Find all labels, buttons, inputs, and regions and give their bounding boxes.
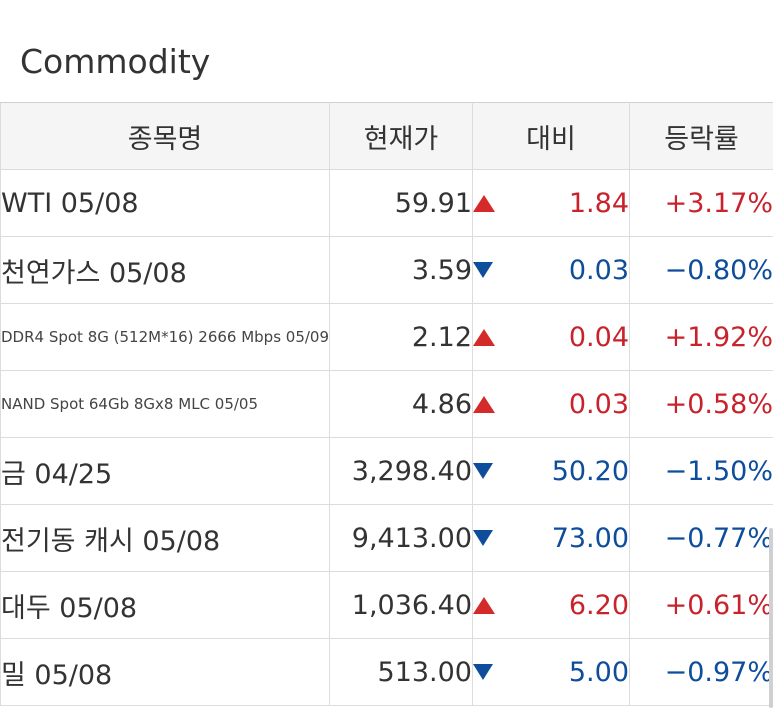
- table-row[interactable]: 밀 05/08 513.00 5.00 −0.97%: [0, 638, 773, 706]
- price-change-value: 0.04: [568, 321, 629, 353]
- price-change-value: 1.84: [568, 187, 629, 219]
- current-price: 513.00: [329, 638, 473, 706]
- triangle-up-icon: [473, 194, 495, 212]
- price-change: 6.20: [472, 571, 630, 639]
- change-rate: +3.17%: [629, 169, 773, 237]
- triangle-up-icon: [473, 596, 495, 614]
- commodity-name[interactable]: 밀 05/08: [0, 638, 330, 706]
- commodity-name[interactable]: 전기동 캐시 05/08: [0, 504, 330, 572]
- triangle-down-icon: [473, 664, 493, 680]
- price-change: 5.00: [472, 638, 630, 706]
- commodity-name[interactable]: 금 04/25: [0, 437, 330, 505]
- price-change: 0.03: [472, 370, 630, 438]
- price-change-value: 50.20: [551, 455, 629, 487]
- table-row[interactable]: 금 04/25 3,298.40 50.20 −1.50%: [0, 437, 773, 505]
- commodity-name[interactable]: WTI 05/08: [0, 169, 330, 237]
- column-header-change: 대비: [472, 102, 630, 170]
- change-rate: +1.92%: [629, 303, 773, 371]
- current-price: 4.86: [329, 370, 473, 438]
- column-header-name: 종목명: [0, 102, 330, 170]
- triangle-up-icon: [473, 395, 495, 413]
- price-change: 73.00: [472, 504, 630, 572]
- change-rate: +0.58%: [629, 370, 773, 438]
- table-row[interactable]: WTI 05/08 59.91 1.84 +3.17%: [0, 169, 773, 237]
- change-rate: −0.80%: [629, 236, 773, 304]
- price-change-value: 5.00: [568, 656, 629, 688]
- vertical-scrollbar[interactable]: [769, 528, 773, 708]
- triangle-down-icon: [473, 463, 493, 479]
- commodity-name[interactable]: NAND Spot 64Gb 8Gx8 MLC 05/05: [0, 370, 330, 438]
- change-rate: −0.77%: [629, 504, 773, 572]
- commodity-table: 종목명 현재가 대비 등락률 WTI 05/08 59.91 1.84 +3.1…: [0, 102, 773, 706]
- price-change: 0.04: [472, 303, 630, 371]
- triangle-down-icon: [473, 530, 493, 546]
- triangle-down-icon: [473, 262, 493, 278]
- table-row[interactable]: DDR4 Spot 8G (512M*16) 2666 Mbps 05/09 2…: [0, 303, 773, 371]
- change-rate: −1.50%: [629, 437, 773, 505]
- table-row[interactable]: 대두 05/08 1,036.40 6.20 +0.61%: [0, 571, 773, 639]
- current-price: 2.12: [329, 303, 473, 371]
- current-price: 9,413.00: [329, 504, 473, 572]
- change-rate: +0.61%: [629, 571, 773, 639]
- table-row[interactable]: 천연가스 05/08 3.59 0.03 −0.80%: [0, 236, 773, 304]
- price-change: 50.20: [472, 437, 630, 505]
- change-rate: −0.97%: [629, 638, 773, 706]
- table-header-row: 종목명 현재가 대비 등락률: [0, 102, 773, 170]
- page-title: Commodity: [20, 42, 211, 81]
- current-price: 59.91: [329, 169, 473, 237]
- price-change: 0.03: [472, 236, 630, 304]
- column-header-rate: 등락률: [629, 102, 773, 170]
- table-row[interactable]: 전기동 캐시 05/08 9,413.00 73.00 −0.77%: [0, 504, 773, 572]
- price-change-value: 6.20: [568, 589, 629, 621]
- current-price: 3.59: [329, 236, 473, 304]
- price-change-value: 0.03: [568, 388, 629, 420]
- table-row[interactable]: NAND Spot 64Gb 8Gx8 MLC 05/05 4.86 0.03 …: [0, 370, 773, 438]
- price-change-value: 73.00: [551, 522, 629, 554]
- commodity-name[interactable]: 대두 05/08: [0, 571, 330, 639]
- current-price: 1,036.40: [329, 571, 473, 639]
- triangle-up-icon: [473, 328, 495, 346]
- current-price: 3,298.40: [329, 437, 473, 505]
- price-change-value: 0.03: [568, 254, 629, 286]
- commodity-name[interactable]: 천연가스 05/08: [0, 236, 330, 304]
- column-header-price: 현재가: [329, 102, 473, 170]
- price-change: 1.84: [472, 169, 630, 237]
- commodity-name[interactable]: DDR4 Spot 8G (512M*16) 2666 Mbps 05/09: [0, 303, 330, 371]
